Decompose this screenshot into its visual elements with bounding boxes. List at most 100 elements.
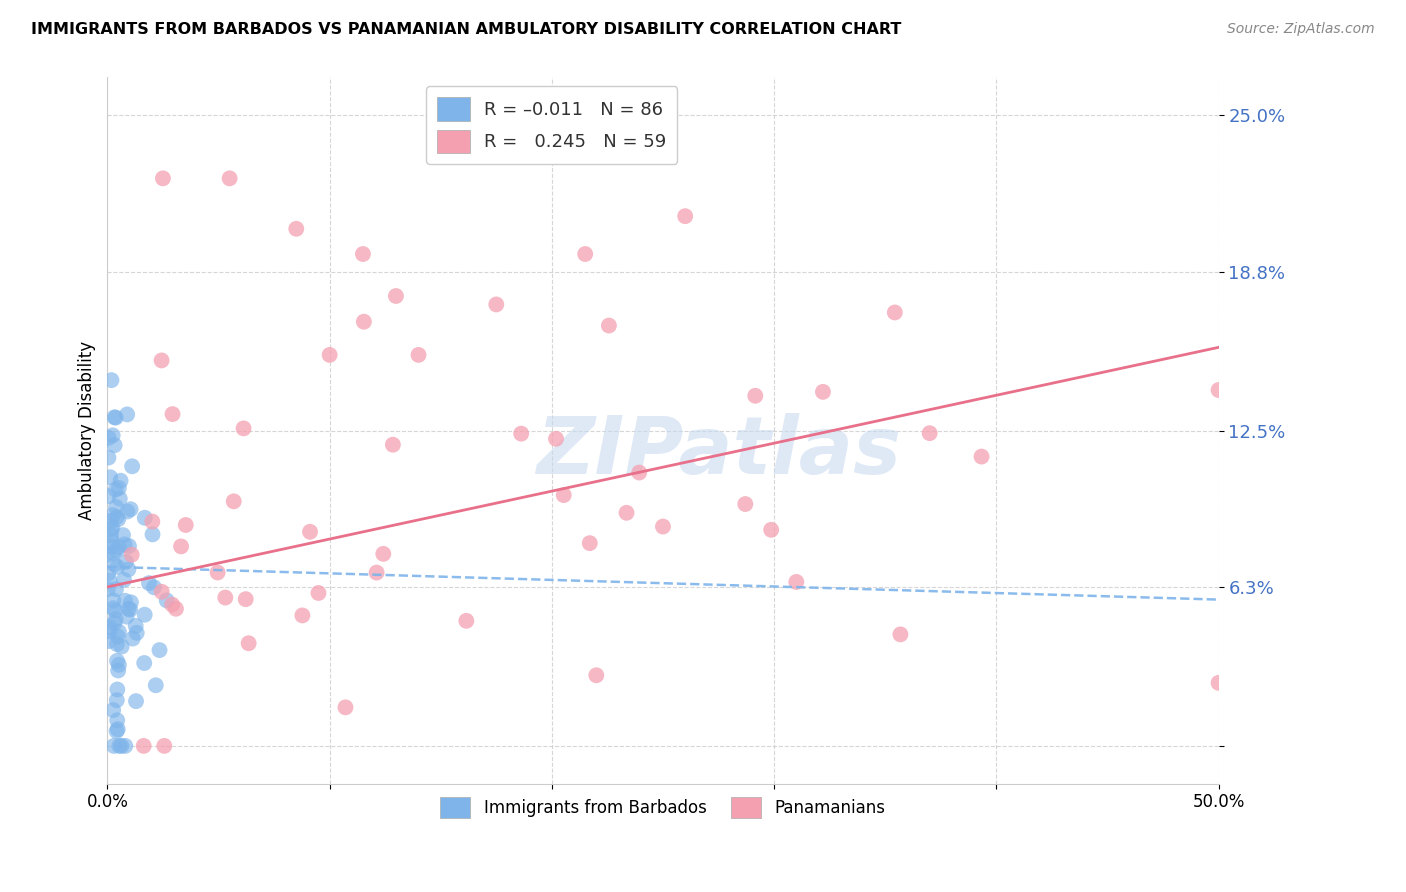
Point (104, 582, 127, 597)
Point (101, 521, 124, 535)
Point (98, 470, 121, 484)
Point (385, 289, 408, 303)
Point (335, 700, 357, 714)
Point (125, 694, 148, 708)
Point (107, 722, 129, 736)
Point (160, 598, 183, 612)
Y-axis label: Ambulatory Disability: Ambulatory Disability (79, 341, 96, 520)
Point (673, 209, 696, 223)
Point (141, 527, 163, 541)
Point (352, 247, 374, 261)
Point (734, 497, 756, 511)
Point (238, 636, 260, 650)
Point (107, 560, 129, 574)
Point (112, 528, 135, 542)
Point (408, 348, 430, 362)
Legend: Immigrants from Barbados, Panamanians: Immigrants from Barbados, Panamanians (433, 790, 893, 825)
Point (141, 515, 163, 529)
Point (970, 450, 993, 464)
Point (785, 574, 807, 589)
Point (373, 547, 395, 561)
Point (1208, 676, 1230, 690)
Point (107, 630, 129, 644)
Point (353, 315, 375, 329)
Point (381, 438, 404, 452)
Point (105, 654, 128, 668)
Point (103, 616, 125, 631)
Point (104, 604, 127, 618)
Point (103, 410, 125, 425)
Point (96, 548, 118, 562)
Point (134, 607, 156, 622)
Point (153, 739, 176, 753)
Point (152, 171, 174, 186)
Point (98, 574, 121, 588)
Point (103, 593, 125, 607)
Point (138, 576, 160, 591)
Point (117, 504, 139, 518)
Point (103, 546, 125, 560)
Point (308, 586, 330, 600)
Point (883, 305, 905, 319)
Point (101, 535, 124, 549)
Point (100, 539, 122, 553)
Point (108, 624, 131, 639)
Text: ZIPatlas: ZIPatlas (536, 413, 901, 491)
Point (105, 713, 128, 727)
Point (598, 318, 620, 333)
Point (125, 625, 148, 640)
Point (544, 432, 567, 446)
Point (120, 502, 142, 516)
Point (628, 466, 651, 480)
Point (105, 543, 128, 558)
Point (105, 637, 128, 651)
Point (115, 609, 138, 624)
Point (103, 558, 125, 572)
Point (114, 739, 136, 753)
Point (105, 500, 128, 514)
Point (366, 566, 388, 580)
Point (97, 582, 120, 597)
Point (889, 627, 911, 641)
Point (100, 514, 122, 528)
Point (101, 428, 124, 442)
Point (120, 595, 142, 609)
Point (115, 408, 138, 422)
Point (108, 540, 131, 554)
Point (105, 693, 128, 707)
Point (574, 247, 596, 261)
Point (114, 593, 136, 607)
Point (107, 664, 129, 678)
Point (117, 562, 139, 576)
Point (222, 494, 245, 508)
Point (110, 739, 132, 753)
Point (101, 508, 124, 522)
Point (100, 373, 122, 387)
Point (105, 510, 128, 524)
Point (117, 602, 139, 616)
Point (510, 426, 533, 441)
Point (104, 483, 127, 497)
Point (104, 438, 127, 452)
Point (97, 566, 120, 581)
Point (134, 510, 156, 524)
Point (811, 384, 834, 399)
Point (114, 537, 136, 551)
Point (101, 601, 124, 615)
Point (218, 171, 240, 186)
Point (121, 459, 143, 474)
Point (485, 297, 508, 311)
Point (98, 620, 121, 634)
Point (162, 407, 184, 421)
Point (1208, 383, 1230, 397)
Point (150, 353, 173, 368)
Point (918, 426, 941, 441)
Point (100, 528, 122, 542)
Point (456, 614, 478, 628)
Point (156, 593, 179, 607)
Point (132, 739, 155, 753)
Point (207, 566, 229, 580)
Point (98, 624, 121, 639)
Point (120, 602, 142, 616)
Point (170, 540, 193, 554)
